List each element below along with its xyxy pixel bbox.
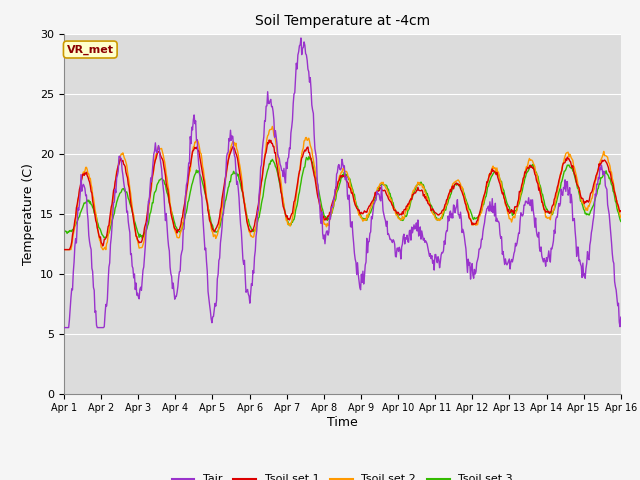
- Text: VR_met: VR_met: [67, 44, 114, 55]
- X-axis label: Time: Time: [327, 416, 358, 429]
- Legend: Tair, Tsoil set 1, Tsoil set 2, Tsoil set 3: Tair, Tsoil set 1, Tsoil set 2, Tsoil se…: [167, 470, 518, 480]
- Title: Soil Temperature at -4cm: Soil Temperature at -4cm: [255, 14, 430, 28]
- Y-axis label: Temperature (C): Temperature (C): [22, 163, 35, 264]
